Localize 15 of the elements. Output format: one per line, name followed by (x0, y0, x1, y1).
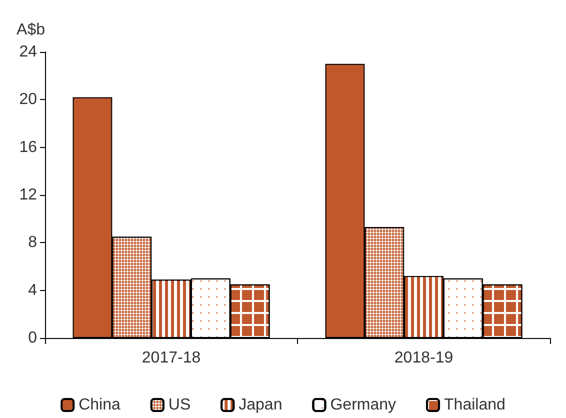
y-axis-title: A$b (16, 22, 46, 38)
y-tick-label: 24 (19, 44, 38, 60)
y-tick-label: 8 (28, 234, 38, 252)
legend-label: China (78, 396, 121, 414)
y-tick-label: 20 (19, 91, 38, 108)
legend-label: Thailand (444, 396, 506, 414)
y-tick-label: 16 (19, 138, 38, 156)
x-tick-label: 2018-19 (394, 350, 454, 366)
legend-label: Japan (238, 396, 282, 414)
legend-label: US (168, 396, 191, 414)
x-tick-label: 2017-18 (142, 350, 201, 366)
y-tick-label: 0 (28, 330, 38, 346)
y-tick-label: 4 (28, 282, 38, 299)
legend-label: Germany (330, 396, 396, 414)
y-tick-label: 12 (19, 186, 38, 204)
